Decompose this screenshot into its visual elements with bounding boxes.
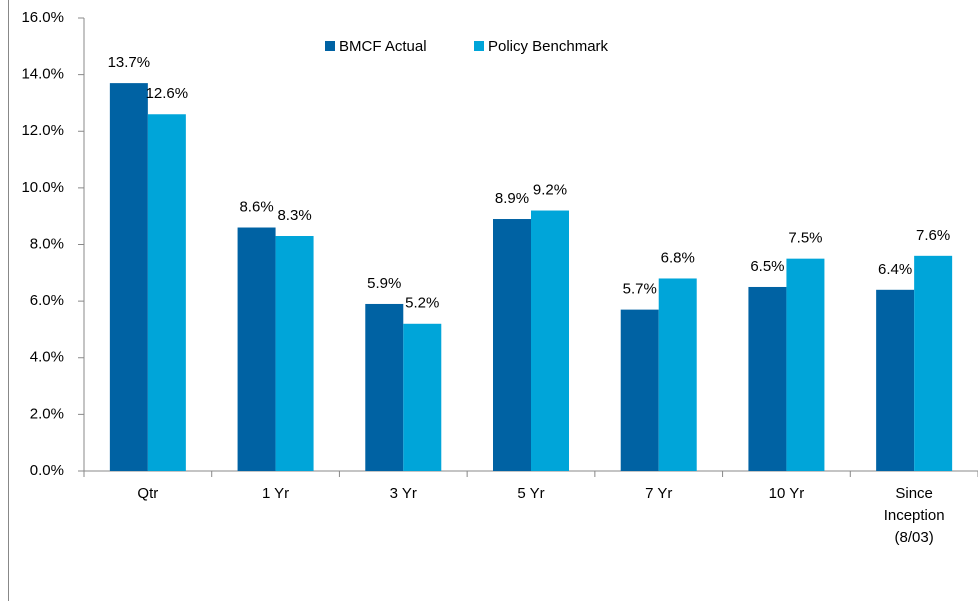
y-tick-label: 2.0% (30, 405, 64, 422)
y-tick-label: 0.0% (30, 462, 64, 479)
data-label: 9.2% (533, 181, 567, 198)
bar (658, 278, 697, 471)
x-tick-label: Qtr (137, 485, 159, 502)
data-label: 7.5% (788, 230, 822, 247)
data-label: 6.4% (878, 261, 912, 278)
x-tick-label: Since Inception (8/03) (883, 485, 945, 546)
bar (493, 219, 531, 471)
data-label: 12.6% (146, 85, 189, 102)
bar (365, 303, 404, 471)
bar (403, 323, 442, 471)
y-tick-label: 14.0% (21, 66, 64, 83)
bar (275, 236, 314, 471)
data-label: 6.5% (750, 258, 784, 275)
data-label: 13.7% (108, 54, 151, 71)
y-tick-label: 8.0% (30, 235, 64, 252)
y-tick-label: 4.0% (30, 349, 64, 366)
y-tick-label: 6.0% (30, 292, 64, 309)
bar (147, 114, 186, 471)
bar (914, 255, 953, 471)
x-tick-label: 5 Yr (517, 485, 545, 502)
x-tick-label: 3 Yr (389, 485, 417, 502)
data-label: 5.2% (405, 295, 439, 312)
y-tick-label: 12.0% (21, 122, 64, 139)
x-tick-label: 7 Yr (645, 485, 673, 502)
bar (620, 309, 659, 471)
y-tick-label: 10.0% (21, 179, 64, 196)
data-label: 8.6% (239, 198, 273, 215)
legend-swatch (474, 41, 484, 51)
bar (237, 227, 276, 471)
data-label: 8.3% (277, 207, 311, 224)
bar (748, 286, 787, 471)
legend-label: Policy Benchmark (488, 38, 609, 55)
data-label: 5.7% (623, 281, 657, 298)
x-tick-label: 10 Yr (768, 485, 805, 502)
bar (109, 83, 148, 472)
x-tick-label: 1 Yr (261, 485, 290, 502)
legend-swatch (325, 41, 335, 51)
y-tick-label: 16.0% (21, 9, 64, 26)
data-label: 7.6% (916, 227, 950, 244)
data-label: 5.9% (367, 275, 401, 292)
data-label: 8.9% (495, 190, 529, 207)
legend-label: BMCF Actual (339, 38, 427, 55)
data-label: 6.8% (661, 249, 695, 266)
bar (786, 258, 825, 471)
bar (531, 210, 569, 471)
bar (876, 289, 915, 471)
